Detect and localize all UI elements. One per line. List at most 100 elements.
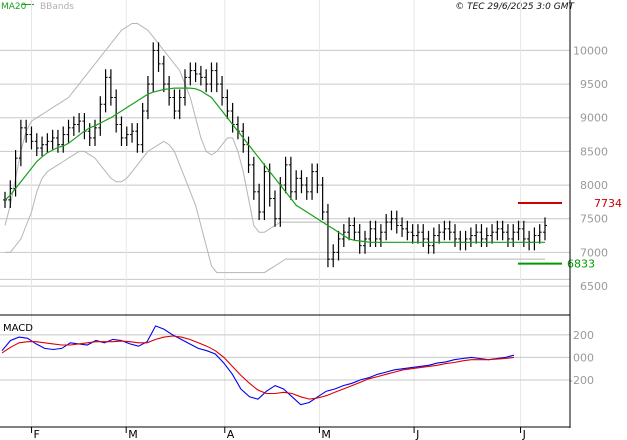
price-bar — [188, 62, 193, 86]
price-bar — [495, 220, 500, 241]
macd-grid — [0, 334, 570, 381]
macd-lines — [1, 325, 515, 406]
price-y-tick-label: 7000 — [580, 246, 608, 259]
price-bar — [521, 220, 526, 248]
price-bar — [145, 75, 150, 120]
month-label: F — [34, 428, 40, 440]
price-bar — [437, 224, 442, 244]
price-bar — [315, 163, 320, 194]
price-bar — [40, 136, 45, 157]
price-bar — [71, 116, 76, 136]
price-bar — [310, 163, 315, 200]
price-bar — [304, 176, 309, 200]
macd-y-tick-label: 200 — [573, 329, 594, 342]
price-bar — [18, 119, 23, 167]
price-bar — [352, 217, 357, 241]
ma20-legend-label: MA20 — [1, 2, 27, 12]
price-bar — [532, 227, 537, 251]
price-bar — [384, 214, 389, 241]
macd-signal-line — [1, 335, 515, 400]
price-bar — [389, 210, 394, 231]
price-bar — [331, 244, 336, 268]
resistance-label: 7734 — [594, 197, 622, 210]
price-bar — [77, 113, 82, 133]
support-label: 6833 — [567, 258, 595, 271]
macd-panel: MACD 200 000 -200 — [0, 323, 594, 406]
price-bar — [368, 220, 373, 248]
macd-y-ticks: 200 000 -200 — [569, 329, 594, 387]
price-bar — [183, 69, 187, 106]
bb-lower-line — [5, 140, 545, 274]
copyright-text: © TEC 29/6/2025 3:0 GMT — [455, 2, 575, 12]
price-bar — [130, 123, 135, 143]
price-bar — [45, 133, 50, 153]
price-bar — [177, 89, 182, 120]
price-bar — [511, 224, 516, 248]
price-bar — [50, 129, 55, 150]
month-label: A — [227, 428, 235, 440]
ma20-line — [4, 87, 545, 243]
month-label: M — [321, 428, 331, 440]
price-bar — [415, 224, 420, 244]
price-y-tick-label: 9500 — [580, 78, 608, 91]
price-bar — [8, 180, 13, 208]
price-bar — [61, 126, 66, 153]
price-panel: 7734 6833 10000 9500 9000 8500 8000 7500 7000 65… — [0, 0, 622, 427]
price-bar — [273, 190, 277, 227]
price-bar — [543, 217, 547, 241]
price-bar — [82, 113, 87, 140]
price-y-tick-label: 6500 — [580, 280, 608, 293]
price-bar — [505, 224, 510, 248]
price-bars — [3, 42, 547, 268]
month-label: M — [128, 428, 138, 440]
price-bar — [214, 62, 219, 93]
price-y-tick-label: 8500 — [580, 145, 608, 158]
price-bar — [479, 224, 484, 248]
support-resistance: 7734 6833 — [518, 197, 622, 271]
price-y-tick-label: 9000 — [580, 112, 608, 125]
price-bar — [257, 183, 262, 221]
price-bar — [447, 220, 452, 241]
price-bar — [108, 69, 113, 106]
price-bar — [474, 224, 479, 244]
price-bar — [527, 230, 532, 251]
price-bar — [363, 230, 367, 254]
price-y-tick-label: 8000 — [580, 179, 608, 192]
price-bar — [357, 224, 362, 254]
bollinger-bands — [4, 23, 545, 274]
price-bar — [66, 119, 71, 143]
price-y-tick-label: 7500 — [580, 213, 608, 226]
price-bar — [103, 69, 108, 113]
price-grid — [0, 0, 570, 427]
price-bar — [294, 170, 299, 200]
price-bar — [251, 156, 256, 200]
macd-y-tick-label: 000 — [573, 351, 594, 364]
price-bar — [336, 230, 341, 261]
price-bar — [421, 224, 426, 248]
price-bar — [235, 116, 240, 140]
ma20-layer — [4, 87, 545, 243]
price-bar — [347, 217, 352, 241]
price-bar — [463, 230, 468, 251]
price-bar — [87, 123, 92, 147]
price-bar — [55, 129, 60, 153]
price-bar — [172, 89, 177, 120]
price-bar — [225, 89, 230, 120]
price-bar — [193, 62, 198, 83]
price-bar — [394, 210, 399, 234]
price-bar — [98, 96, 103, 136]
price-bar — [220, 75, 225, 106]
price-bar — [34, 133, 39, 157]
price-bar — [458, 230, 463, 251]
price-bar — [114, 89, 119, 133]
price-bar — [29, 126, 34, 150]
price-bar — [405, 220, 410, 241]
price-bar — [431, 227, 436, 254]
macd-title: MACD — [3, 323, 33, 334]
price-bar — [198, 65, 203, 86]
price-bar — [537, 224, 542, 244]
month-label: J — [522, 428, 526, 440]
price-bar — [151, 42, 156, 93]
